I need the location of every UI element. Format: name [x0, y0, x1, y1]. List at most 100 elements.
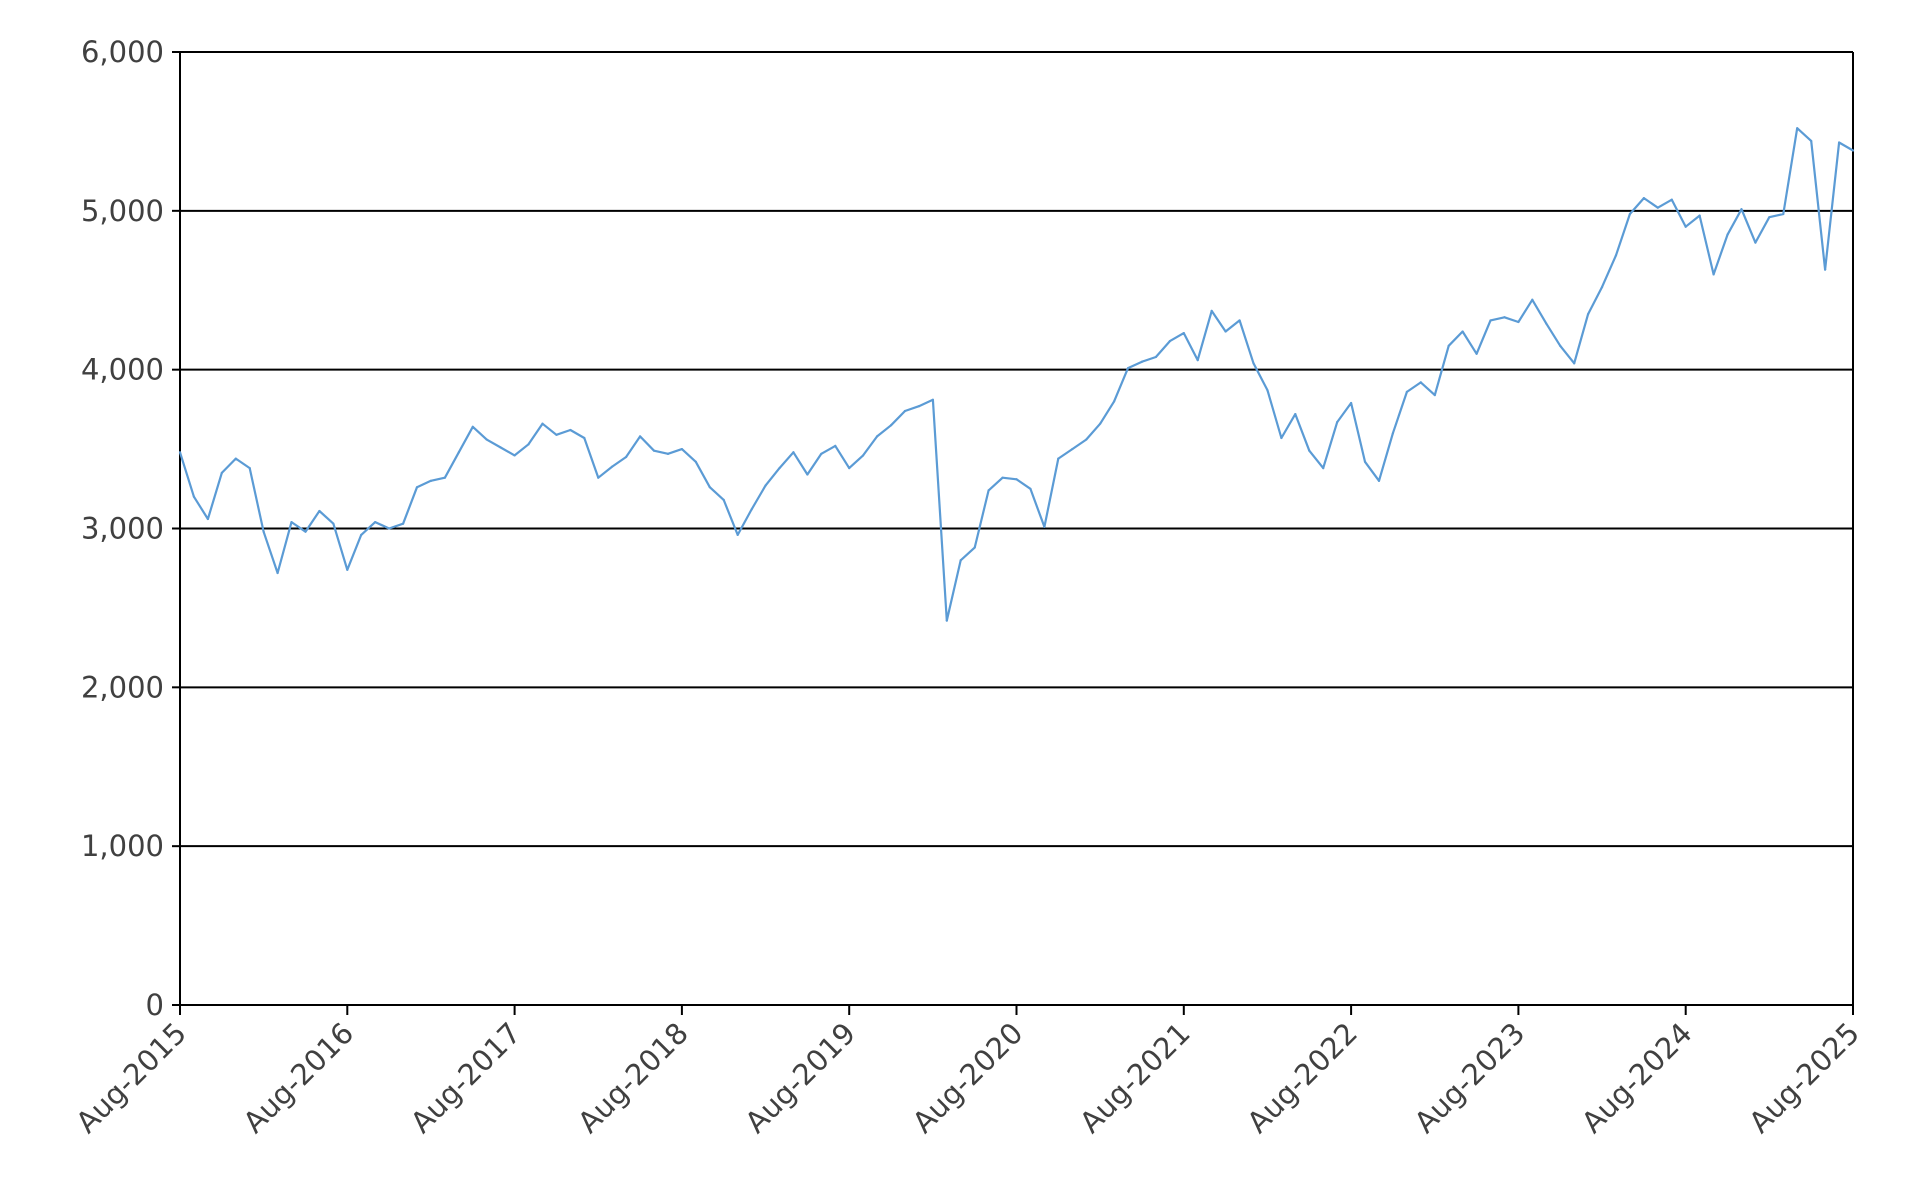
data-point — [862, 454, 865, 457]
data-point — [262, 530, 265, 533]
data-point — [1001, 476, 1004, 479]
data-point — [1210, 309, 1213, 312]
data-point — [1280, 436, 1283, 440]
data-point — [192, 495, 196, 498]
data-point — [374, 521, 377, 524]
x-tick-label: Aug-2018 — [571, 1016, 695, 1140]
data-point — [276, 571, 279, 575]
axes — [172, 51, 1854, 1015]
y-tick-label: 2,000 — [81, 670, 164, 704]
data-point — [1071, 447, 1074, 451]
data-point — [764, 484, 767, 487]
data-point — [583, 436, 586, 440]
data-point — [304, 530, 307, 533]
data-point — [527, 443, 530, 446]
data-point — [485, 438, 488, 441]
data-point — [1112, 400, 1116, 403]
data-point — [848, 467, 851, 470]
x-axis-tick-labels: Aug-2015 Aug-2016 Aug-2017 Aug-2018 Aug-2019… — [69, 1016, 1866, 1140]
x-tick-label: Aug-2020 — [906, 1016, 1030, 1140]
data-point — [625, 455, 628, 459]
data-point — [834, 444, 837, 448]
y-tick-label: 3,000 — [81, 512, 164, 546]
data-point — [1196, 359, 1199, 362]
y-tick-label: 6,000 — [81, 35, 164, 69]
data-point — [1433, 393, 1436, 397]
data-point — [401, 522, 405, 525]
data-point — [1628, 212, 1632, 216]
data-point — [234, 457, 237, 460]
data-point — [722, 498, 725, 502]
data-point — [1754, 241, 1757, 244]
data-point — [1029, 487, 1032, 490]
data-point — [1322, 467, 1325, 470]
data-point — [1308, 449, 1311, 452]
data-point — [1168, 339, 1171, 343]
data-point — [1043, 525, 1046, 529]
data-point — [569, 428, 572, 432]
data-point — [1224, 330, 1227, 333]
series-line — [178, 127, 1854, 622]
data-point — [206, 517, 209, 521]
data-point — [443, 476, 446, 479]
data-point — [429, 479, 433, 482]
x-tick-label: Aug-2024 — [1575, 1016, 1699, 1140]
x-tick-label: Aug-2025 — [1742, 1016, 1866, 1140]
data-point — [1405, 390, 1408, 394]
data-point — [1489, 319, 1492, 322]
data-point — [513, 454, 516, 457]
data-point — [680, 447, 684, 451]
data-point — [638, 435, 642, 438]
data-point — [1391, 432, 1395, 435]
data-point — [1600, 285, 1604, 289]
data-point — [1350, 401, 1353, 405]
data-point — [290, 521, 293, 524]
x-tick-label: Aug-2022 — [1240, 1016, 1364, 1140]
data-point — [889, 424, 893, 427]
data-point — [1085, 438, 1088, 441]
data-point — [1099, 422, 1102, 425]
data-point — [1545, 322, 1548, 325]
y-tick-label: 4,000 — [81, 353, 164, 387]
data-point — [1015, 478, 1018, 481]
data-point — [360, 533, 363, 536]
data-point — [471, 425, 474, 428]
data-point — [1740, 208, 1743, 211]
data-point — [1768, 216, 1771, 219]
data-point — [1182, 332, 1185, 335]
data-point — [178, 451, 182, 454]
data-point — [1252, 362, 1255, 365]
data-point — [875, 435, 879, 438]
data-point — [1698, 214, 1701, 217]
data-point — [388, 527, 391, 530]
data-point — [792, 451, 795, 454]
data-point — [1475, 352, 1478, 355]
data-point — [973, 546, 976, 549]
data-point — [652, 449, 656, 452]
data-point — [917, 405, 921, 408]
data-point — [248, 467, 251, 470]
data-point — [1447, 344, 1450, 347]
data-point — [1642, 197, 1645, 200]
data-point — [1377, 479, 1381, 482]
data-point — [555, 433, 558, 436]
data-point — [1336, 420, 1339, 424]
data-point — [1126, 366, 1130, 370]
data-point — [318, 509, 321, 513]
data-point — [1656, 206, 1659, 209]
y-tick-label: 5,000 — [81, 194, 164, 228]
data-point — [750, 508, 753, 511]
data-point — [806, 473, 809, 476]
data-point — [666, 452, 670, 455]
data-point — [1684, 225, 1687, 228]
data-point — [820, 452, 823, 455]
data-point — [1726, 233, 1729, 236]
data-point — [1503, 316, 1506, 319]
data-point — [1614, 254, 1618, 257]
data-point — [1851, 149, 1855, 152]
series-layer — [178, 127, 1855, 622]
data-point — [778, 467, 781, 470]
data-point — [1670, 198, 1673, 201]
x-tick-label: Aug-2017 — [404, 1016, 528, 1140]
data-point — [1461, 330, 1464, 333]
